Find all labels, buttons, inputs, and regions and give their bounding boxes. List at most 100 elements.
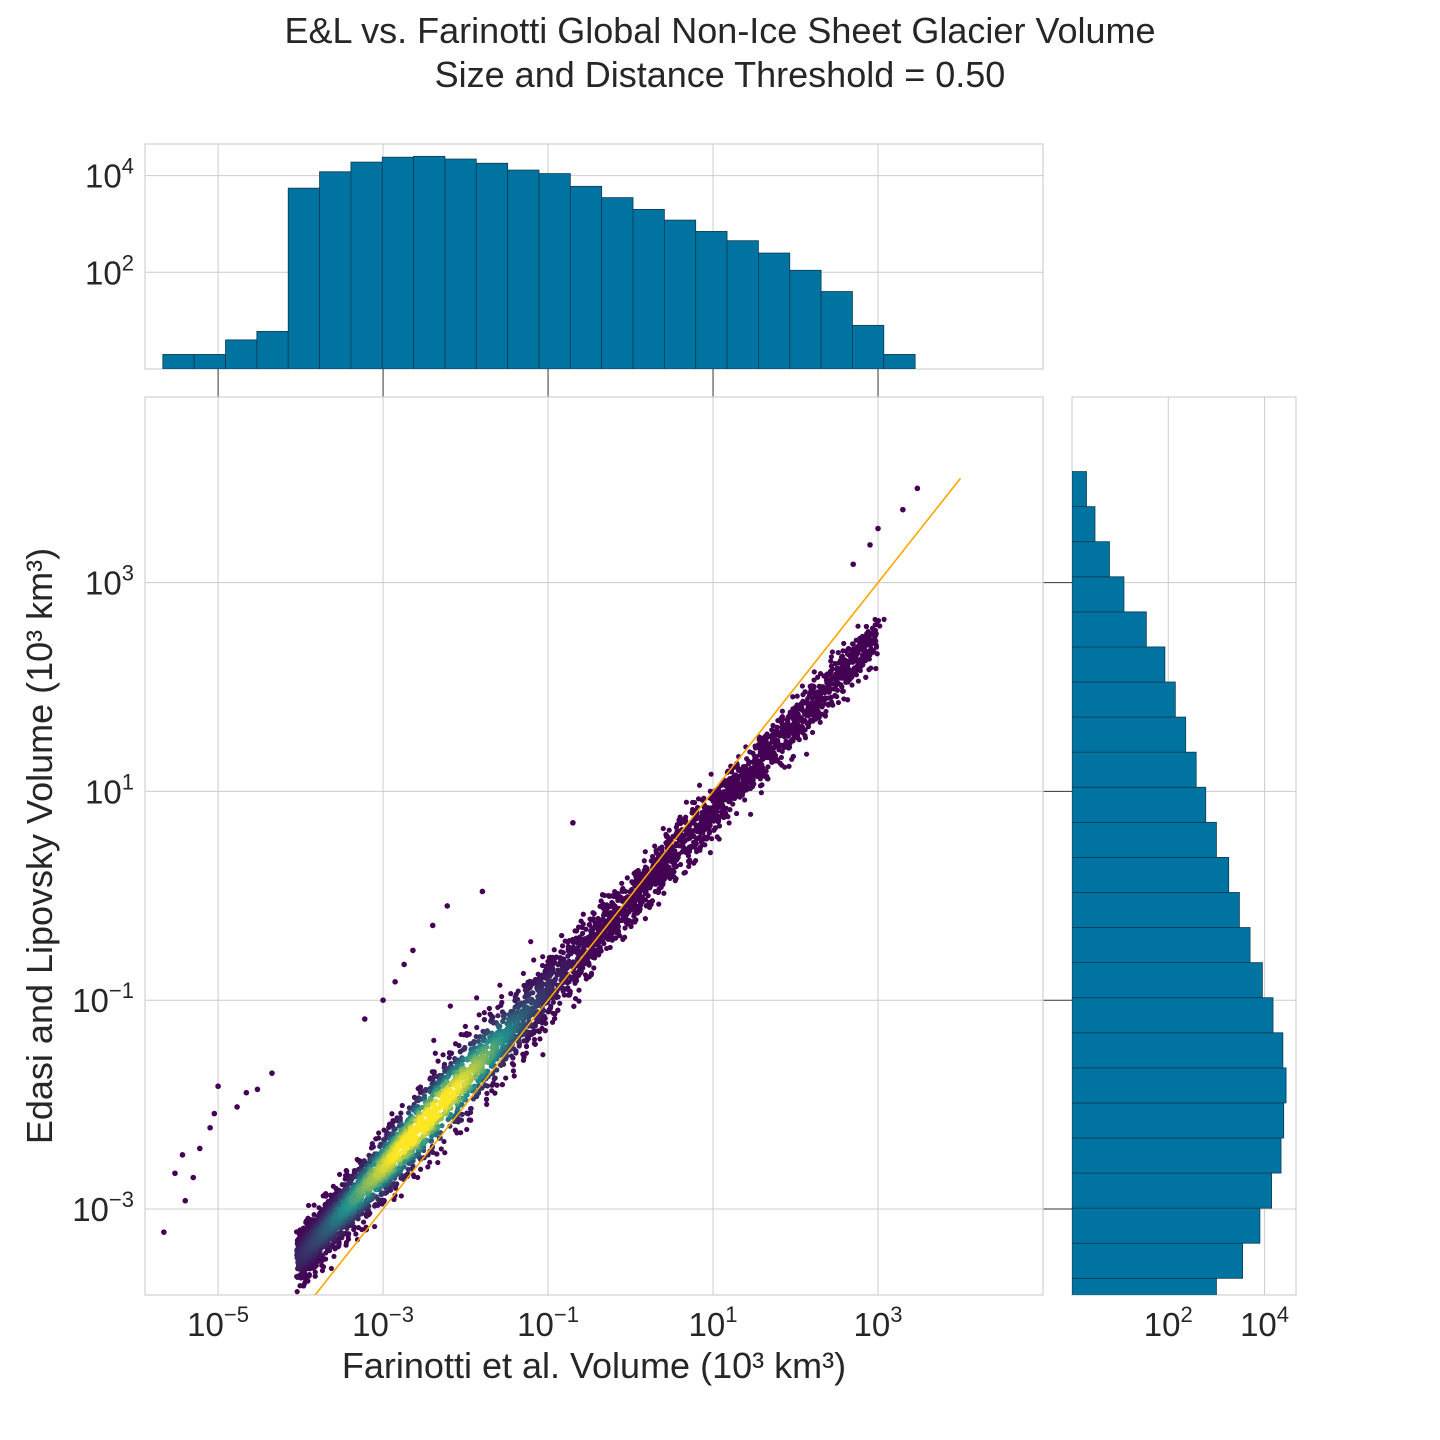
scatter-point xyxy=(461,1046,468,1052)
top-hist-bar xyxy=(193,354,226,369)
scatter-point xyxy=(372,1223,378,1230)
scatter-point xyxy=(435,1159,441,1166)
scatter-point xyxy=(790,753,796,760)
scatter-point xyxy=(858,656,864,662)
scatter-point xyxy=(458,1130,464,1136)
scatter-point xyxy=(588,917,594,923)
scatter-point xyxy=(832,660,838,667)
right-hist-bar xyxy=(1072,962,1263,999)
scatter-point xyxy=(708,771,714,777)
scatter-point xyxy=(565,939,571,946)
scatter-point xyxy=(462,1023,468,1029)
scatter-point xyxy=(649,853,656,860)
scatter-point xyxy=(474,1024,480,1031)
scatter-point xyxy=(456,1042,462,1049)
scatter-point xyxy=(560,950,566,956)
scatter-point xyxy=(481,1017,488,1023)
scatter-point xyxy=(311,1202,317,1208)
scatter-point xyxy=(841,640,847,647)
scatter-point xyxy=(652,843,658,849)
scatter-point xyxy=(520,1051,526,1057)
scatter-point xyxy=(353,1231,359,1237)
right-hist-bar xyxy=(1072,1102,1285,1139)
right-hist-bar xyxy=(1072,576,1125,613)
scatter-point xyxy=(849,682,855,688)
scatter-point xyxy=(714,834,720,840)
right-hist-bar xyxy=(1072,506,1096,543)
scatter-point xyxy=(509,1060,516,1067)
scatter-point xyxy=(811,677,817,683)
scatter-point xyxy=(442,1150,448,1156)
scatter-point xyxy=(588,970,595,976)
scatter-point xyxy=(873,642,879,648)
scatter-point xyxy=(312,1269,318,1275)
top-hist-bar xyxy=(883,354,916,369)
scatter-point xyxy=(537,1036,543,1042)
scatter-point xyxy=(483,1096,490,1102)
scatter-point xyxy=(520,970,527,977)
scatter-point xyxy=(809,729,816,736)
scatter-point xyxy=(550,1010,556,1016)
scatter-point xyxy=(752,745,759,751)
scatter-point xyxy=(811,669,817,675)
scatter-point xyxy=(297,1283,303,1289)
scatter-point xyxy=(777,733,783,739)
scatter-point xyxy=(551,947,557,953)
scatter-point xyxy=(620,936,626,943)
scatter-point xyxy=(696,782,703,788)
top-hist-bar xyxy=(444,158,477,369)
scatter-point xyxy=(311,1212,317,1218)
scatter-point xyxy=(641,858,647,864)
scatter-point xyxy=(673,824,679,830)
scatter-point xyxy=(631,911,637,917)
top-hist-bar xyxy=(162,354,195,369)
scatter-point xyxy=(571,1003,577,1009)
scatter-point xyxy=(328,1265,334,1272)
scatter-point xyxy=(778,754,784,761)
scatter-point xyxy=(499,993,505,1000)
scatter-point xyxy=(877,623,883,629)
scatter-point xyxy=(376,1135,382,1141)
scatter-point xyxy=(510,1068,517,1074)
scatter-point xyxy=(360,1219,367,1225)
right-hist-bar xyxy=(1072,1032,1284,1069)
scatter-point xyxy=(759,754,765,760)
scatter-point xyxy=(872,622,878,628)
scatter-point xyxy=(677,861,684,868)
scatter-point xyxy=(370,1144,376,1150)
scatter-point xyxy=(866,667,872,673)
scatter-point xyxy=(550,999,556,1005)
scatter-point xyxy=(835,699,842,706)
scatter-point xyxy=(794,693,800,699)
scatter-point xyxy=(733,810,740,817)
scatter-point xyxy=(491,1076,497,1082)
top-hist-bar xyxy=(726,240,759,369)
scatter-point xyxy=(779,708,786,714)
scatter-point xyxy=(515,996,521,1002)
scatter-point xyxy=(757,783,764,789)
scatter-point xyxy=(643,903,649,909)
scatter-point xyxy=(466,1117,472,1123)
scatter-point xyxy=(372,1202,379,1208)
top-hist-bar xyxy=(789,269,822,369)
scatter-point xyxy=(312,1273,318,1279)
scatter-point xyxy=(769,757,775,763)
top-y-tick-label: 104 xyxy=(85,154,134,195)
scatter-point xyxy=(336,1171,343,1178)
scatter-point xyxy=(604,945,610,952)
right-hist-bar xyxy=(1072,997,1274,1034)
scatter-point xyxy=(827,671,833,677)
top-hist-bar xyxy=(350,161,383,369)
scatter-point xyxy=(573,928,580,934)
scatter-point xyxy=(476,1012,482,1018)
scatter-point xyxy=(466,1031,472,1037)
scatter-point xyxy=(786,763,792,769)
scatter-point xyxy=(661,890,667,896)
right-hist-bar xyxy=(1072,1242,1244,1279)
scatter-point xyxy=(691,839,697,845)
scatter-point xyxy=(531,1040,537,1047)
scatter-point xyxy=(515,1004,521,1010)
scatter-point xyxy=(829,649,836,655)
scatter-point xyxy=(686,863,692,870)
